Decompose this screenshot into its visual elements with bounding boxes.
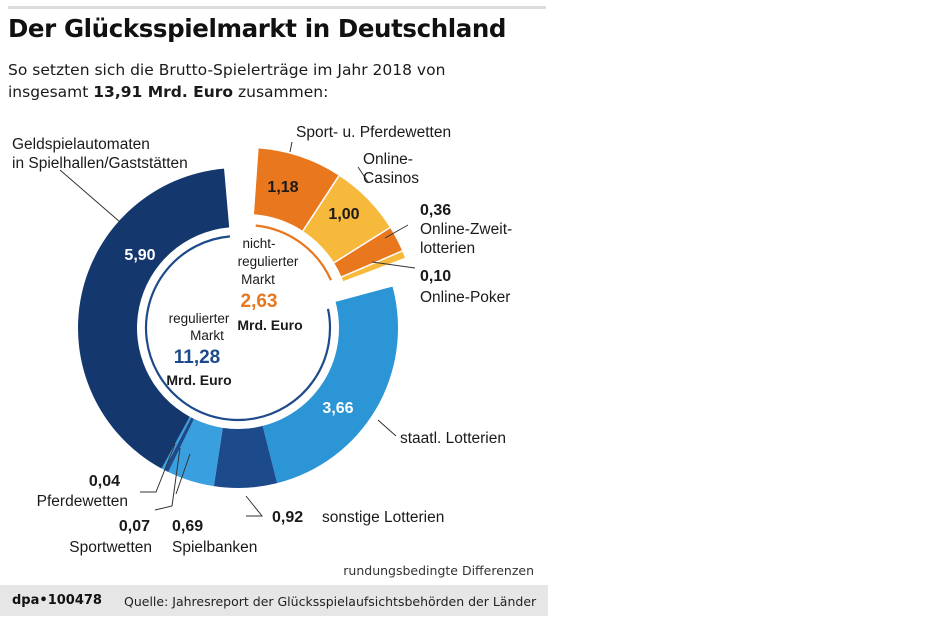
unregulated-label-line1: nicht- [242,236,275,251]
value-label-online-casinos: 1,00 [328,206,359,223]
category-label-sonstige-lotterien: sonstige Lotterien [322,509,444,526]
leader-geldspielautomaten [59,169,121,223]
slice-sportwetten [163,417,195,473]
inner-ring-unregulated [255,224,332,281]
subtitle-total: 13,91 Mrd. Euro [93,83,234,101]
footer-bar [0,585,548,616]
leader-sonstige-lotterien [245,495,264,517]
slice-staatl-lotterien [262,286,398,484]
slice-online-poker [341,250,405,282]
category-label-geldspielautomaten-line1: Geldspielautomaten [12,136,150,153]
value-label-sportwetten: 0,07 [119,518,150,535]
category-label-staatl-lotterien: staatl. Lotterien [400,430,506,447]
leader-spielbanken [175,453,191,495]
source-text: Quelle: Jahresreport der Glücksspielaufs… [124,594,537,609]
top-rule [8,6,546,9]
unregulated-label-line3: Markt [241,272,275,287]
slice-geldspielautomaten-in-spielhallen-gaststaetten [77,168,230,469]
slice-divider [341,250,403,278]
category-label-online-casinos-line2: Casinos [363,170,419,187]
regulated-label-line2: Markt [190,328,224,343]
category-label-online-zweitlotterien-line1: Online-Zweit- [420,221,512,238]
category-label-sportwetten: Sportwetten [69,539,152,556]
unregulated-total: 2,63 [241,291,278,312]
subtitle-line-1: So setzten sich die Brutto-Spielerträge … [8,61,446,79]
rounding-note: rundungsbedingte Differenzen [343,563,534,578]
value-label-staatl-lotterien: 3,66 [322,400,353,417]
leader-online-casinos [357,166,369,183]
slice-sport-u-pferdewetten [253,148,339,231]
unregulated-unit: Mrd. Euro [237,317,302,333]
dpa-id: dpa•100478 [12,593,102,608]
subtitle-pre: insgesamt [8,83,94,101]
subtitle-line-2: insgesamt 13,91 Mrd. Euro zusammen: [8,81,445,103]
slice-divider [302,175,340,232]
slice-divider [333,226,391,264]
slice-pferdewetten [161,416,192,470]
donut-chart: 5,90 3,66 1,18 1,00 regulierter Markt 11,28 Mrd… [12,124,512,556]
chart-title: Der Glücksspielmarkt in Deutschland [8,14,507,43]
slice-spielbanken [168,418,223,487]
category-label-online-casinos-line1: Online- [363,151,413,168]
chart-segments [77,148,405,489]
inner-ring-regulated [144,235,332,422]
leader-online-poker [371,261,416,269]
value-label-online-zweitlotterien: 0,36 [420,202,451,219]
leader-sportwetten [154,447,181,511]
leader-staatl-lotterien [377,419,397,437]
slice-online-zweitlotterien [334,227,403,277]
category-label-spielbanken: Spielbanken [172,539,257,556]
category-label-sport-pferdewetten: Sport- u. Pferdewetten [296,124,451,141]
leader-pferdewetten [140,443,176,493]
slice-sonstige-lotterien [213,425,278,489]
value-label-sport-pferdewetten: 1,18 [267,179,298,196]
regulated-label-line1: regulierter [169,311,230,326]
leader-lines [59,141,416,517]
value-label-pferdewetten: 0,04 [89,473,120,490]
chart-labels: 5,90 3,66 1,18 1,00 regulierter Markt 11,28 Mrd… [12,124,512,556]
leader-online-zweitlotterien [384,224,409,239]
category-label-online-zweitlotterien-line2: lotterien [420,240,475,257]
value-label-sonstige-lotterien: 0,92 [272,509,303,526]
slice-divider [252,148,259,215]
category-label-geldspielautomaten-line2: in Spielhallen/Gaststätten [12,155,188,172]
category-label-online-poker: Online-Poker [420,289,510,306]
subtitle-post: zusammen: [233,83,329,101]
value-label-spielbanken: 0,69 [172,518,203,535]
category-label-pferdewetten: Pferdewetten [37,493,128,510]
regulated-unit: Mrd. Euro [166,372,231,388]
infographic-card: Der Glücksspielmarkt in Deutschland So s… [0,6,548,616]
chart-subtitle: So setzten sich die Brutto-Spielerträge … [8,59,445,103]
unregulated-label-line2: regulierter [238,254,299,269]
value-label-geldspielautomaten: 5,90 [124,247,155,264]
value-label-online-poker: 0,10 [420,268,451,285]
leader-sport-pferdewetten [289,141,293,153]
regulated-total: 11,28 [174,347,221,368]
